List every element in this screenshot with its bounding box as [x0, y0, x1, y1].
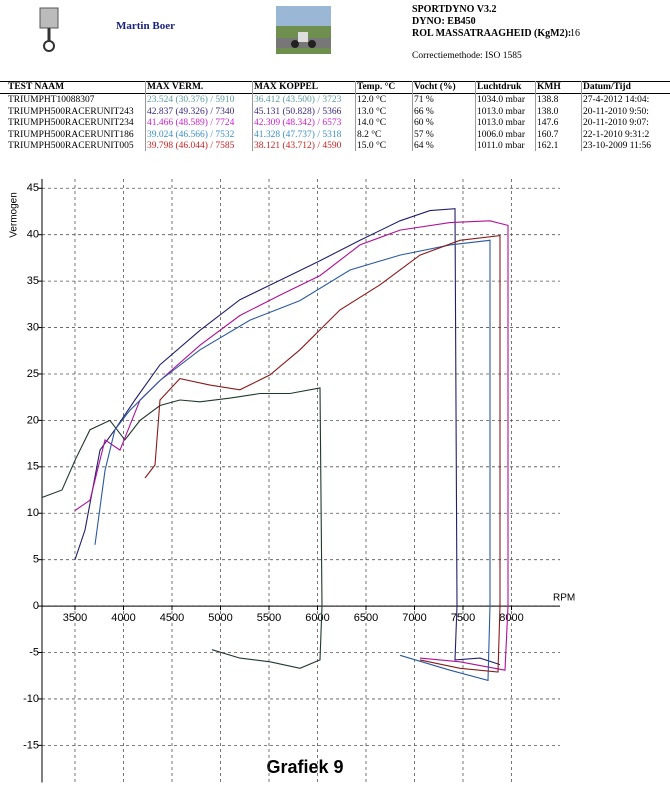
table-cell: 162.1 — [537, 141, 559, 151]
column-header: TEST NAAM — [8, 82, 65, 92]
x-tick-label: 7500 — [451, 612, 475, 624]
column-rule — [475, 81, 476, 151]
table-cell: 41.466 (48.589) / 7724 — [147, 118, 235, 128]
table-cell: 20-11-2010 9:50: — [583, 106, 649, 117]
column-rule — [412, 81, 413, 151]
series-line — [41, 387, 323, 669]
table-cell: 41.328 (47.737) / 5318 — [254, 129, 342, 140]
column-header: MAX KOPPEL — [254, 82, 319, 92]
table-cell: 57 % — [414, 129, 434, 140]
x-tick-label: 6500 — [354, 612, 378, 624]
table-cell: 14.0 °C — [357, 118, 387, 128]
y-tick-label: 30 — [27, 321, 39, 333]
x-tick-label: 4500 — [160, 612, 184, 624]
column-header: Vocht (%) — [414, 82, 456, 92]
series-line — [94, 239, 491, 682]
table-cell: 23.524 (30.376) / 5910 — [147, 95, 235, 105]
column-header: Datum/Tijd — [583, 82, 631, 92]
x-tick-label: 6000 — [305, 612, 329, 624]
y-tick-label: -5 — [29, 646, 39, 658]
table-cell: 23-10-2009 11:56 — [583, 141, 651, 151]
author: Martin Boer — [116, 20, 175, 32]
series-line — [144, 234, 501, 673]
y-tick-label: 0 — [33, 600, 39, 612]
correction: Correctiemethode: ISO 1585 — [412, 51, 522, 61]
y-tick-label: 45 — [27, 182, 39, 194]
table-cell: 1006.0 mbar — [477, 129, 526, 140]
series-line — [74, 220, 509, 671]
table-cell: 1013.0 mbar — [477, 106, 526, 117]
series-line — [74, 208, 501, 666]
x-tick-label: 8000 — [499, 612, 523, 624]
y-tick-label: 15 — [27, 461, 39, 473]
software: SPORTDYNO V3.2 — [412, 4, 497, 15]
column-rule — [252, 81, 253, 151]
y-tick-label: -10 — [23, 693, 39, 705]
table-cell: 1013.0 mbar — [477, 118, 526, 128]
column-header: Temp. °C — [357, 82, 396, 92]
x-tick-label: 4000 — [111, 612, 135, 624]
column-header: KMH — [537, 82, 561, 92]
table-cell: 42.309 (48.342) / 6573 — [254, 118, 342, 128]
table-cell: 147.6 — [537, 118, 559, 128]
table-cell: 66 % — [414, 106, 434, 117]
y-axis-label: Vermogen — [9, 192, 20, 238]
inertia-label: ROL MASSATRAAGHEID (KgM2): — [412, 28, 572, 39]
y-tick-label: 35 — [27, 275, 39, 287]
y-tick-label: 40 — [27, 229, 39, 241]
y-tick-label: 20 — [27, 414, 39, 426]
table-cell: 8.2 °C — [357, 129, 382, 140]
y-tick-label: 10 — [27, 507, 39, 519]
table-cell: TRIUMPHT10088307 — [8, 95, 95, 105]
table-cell: 64 % — [414, 141, 434, 151]
x-tick-label: 3500 — [63, 612, 87, 624]
table-cell: 1034.0 mbar — [477, 95, 526, 105]
chart-title: Grafiek 9 — [266, 757, 343, 777]
table-cell: 20-11-2010 9:07: — [583, 118, 649, 128]
table-cell: TRIUMPH500RACERUNIT005 — [8, 141, 134, 151]
column-header: MAX VERM. — [147, 82, 204, 92]
table-cell: 15.0 °C — [357, 141, 387, 151]
column-rule — [581, 81, 582, 151]
column-rule — [535, 81, 536, 151]
y-tick-label: 25 — [27, 368, 39, 380]
table-cell: 38.121 (43.712) / 4590 — [254, 141, 342, 151]
table-cell: 13.0 °C — [357, 106, 387, 117]
table-cell: 36.412 (43.500) / 3723 — [254, 95, 342, 105]
x-tick-label: 5500 — [257, 612, 281, 624]
table-cell: TRIUMPH500RACERUNIT234 — [8, 118, 134, 128]
x-axis-label: RPM — [553, 593, 575, 604]
table-cell: 27-4-2012 14:04: — [583, 95, 650, 105]
logo — [39, 7, 59, 52]
table-cell: 138.8 — [537, 95, 559, 105]
table-rule — [0, 81, 670, 82]
column-rule — [355, 81, 356, 151]
inertia-value: 16 — [570, 28, 580, 39]
table-cell: 45.131 (50.828) / 5366 — [254, 106, 342, 117]
table-cell: TRIUMPH500RACERUNIT243 — [8, 106, 134, 117]
table-cell: 39.024 (46.566) / 7532 — [147, 129, 235, 140]
table-rule — [0, 93, 670, 94]
table-cell: 1011.0 mbar — [477, 141, 525, 151]
column-header: Luchtdruk — [477, 82, 522, 92]
table-cell: 138.0 — [537, 106, 559, 117]
table-cell: 42.837 (49.326) / 7340 — [147, 106, 235, 117]
column-rule — [145, 81, 146, 151]
table-cell: 39.798 (46.044) / 7585 — [147, 141, 235, 151]
photo — [276, 6, 331, 54]
table-cell: 71 % — [414, 95, 434, 105]
y-tick-label: -15 — [23, 739, 39, 751]
results-table: TEST NAAM MAX VERM. MAX KOPPEL Temp. °C Voch… — [0, 80, 670, 154]
table-cell: TRIUMPH500RACERUNIT186 — [8, 129, 134, 140]
y-tick-label: 5 — [33, 554, 39, 566]
table-cell: 60 % — [414, 118, 434, 128]
table-cell: 12.0 °C — [357, 95, 387, 105]
table-cell: 22-1-2010 9:31:2 — [583, 129, 650, 140]
table-cell: 160.7 — [537, 129, 559, 140]
dyno: DYNO: EB450 — [412, 16, 476, 27]
x-tick-label: 7000 — [402, 612, 426, 624]
x-tick-label: 5000 — [208, 612, 232, 624]
